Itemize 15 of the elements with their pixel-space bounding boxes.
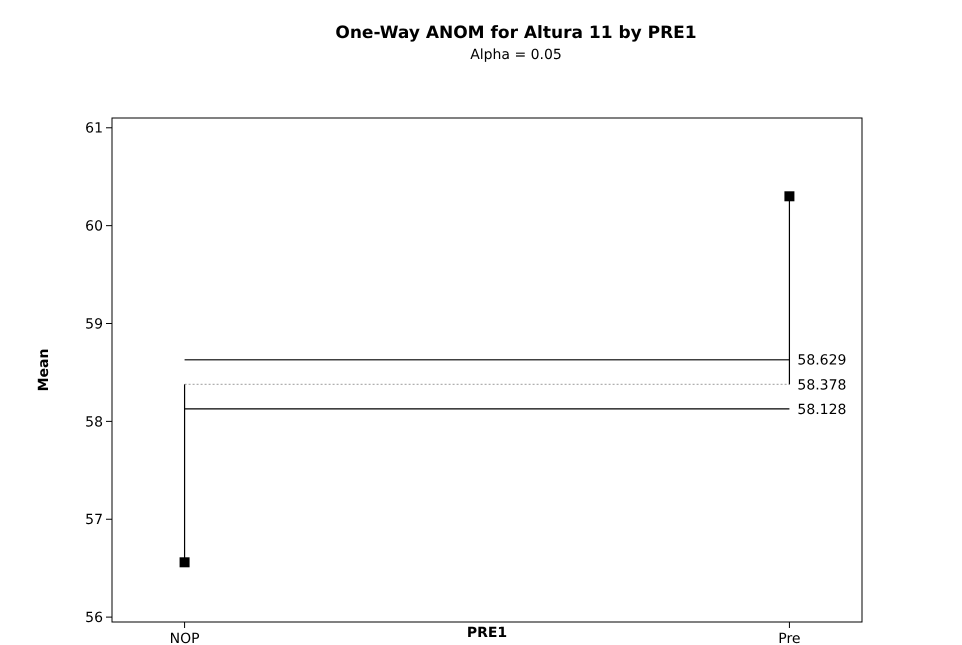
y-tick-label: 57 — [85, 512, 103, 528]
ref-line-label: 58.378 — [797, 377, 846, 394]
x-axis-title: PRE1 — [466, 625, 508, 641]
y-axis-title: Mean — [36, 348, 52, 392]
chart-title: One-Way ANOM for Altura 11 by PRE1 — [335, 23, 697, 43]
chart-subtitle: Alpha = 0.05 — [470, 47, 562, 63]
y-tick-label: 56 — [85, 610, 104, 626]
ref-line-label: 58.128 — [797, 402, 846, 418]
x-tick-label: Pre — [778, 631, 801, 645]
y-tick-label: 59 — [85, 316, 103, 332]
x-tick-label: NOP — [170, 631, 200, 645]
y-tick-label: 60 — [85, 218, 103, 235]
y-tick-label: 58 — [85, 414, 103, 430]
y-tick-label: 61 — [85, 120, 103, 137]
ref-line-label: 58.629 — [797, 352, 846, 369]
